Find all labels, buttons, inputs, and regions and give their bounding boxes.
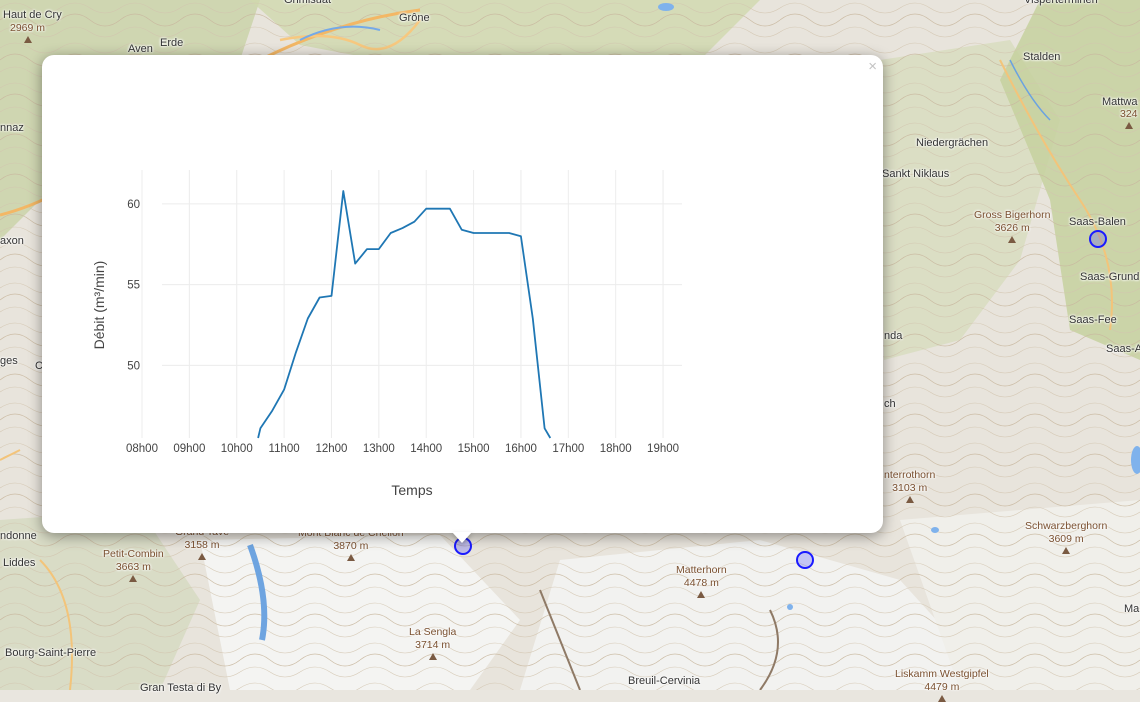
place-label-aven: Aven [128,43,153,55]
peak-triangle-icon [905,496,914,503]
place-label-charrat: ges [0,355,18,367]
peak-triangle-icon [1062,547,1071,554]
place-label-charrat2: C [35,360,43,372]
x-tick-label: 16h00 [505,443,537,455]
place-label-saas-almagell: Saas-A [1106,343,1140,355]
x-tick-label: 09h00 [173,443,205,455]
peak-triangle-icon [1124,122,1133,129]
peak-triangle-icon [428,653,437,660]
x-tick-label: 17h00 [552,443,584,455]
place-label-breuil-cervinia: Breuil-Cervinia [628,675,701,687]
place-label-randa: nda [884,330,903,342]
peak-label-schwarzberghorn: Schwarzberghorn 3609 m [1025,520,1107,554]
place-label-grone: Grône [399,12,430,24]
place-label-saas-balen: Saas-Balen [1069,216,1126,228]
peak-triangle-icon [937,695,946,702]
place-label-haut-de-cry: Haut de Cry [3,9,62,21]
peak-elevation: 3714 m [415,639,451,651]
x-tick-label: 10h00 [221,443,253,455]
peak-label-haut-de-cry-peak: 2969 m [10,22,45,43]
place-label-saxon: axon [0,235,24,247]
place-label-saas-fee: Saas-Fee [1069,314,1117,326]
peak-label-mattwa-peak: 324 [1120,108,1138,129]
place-label-bourg-saint-pierre: Bourg-Saint-Pierre [5,647,97,659]
x-axis-title: Temps [391,482,432,498]
peak-name: 324 [1120,108,1138,120]
x-tick-label: 12h00 [315,443,347,455]
marker-zermatt[interactable] [796,551,814,569]
peak-elevation: 3870 m [333,540,369,552]
peak-elevation: 3609 m [1048,533,1084,545]
peak-triangle-icon [23,36,32,43]
x-tick-label: 14h00 [410,443,442,455]
peak-name: Matterhorn [676,564,727,576]
peak-name: nterrothorn [884,469,936,481]
peak-name: Gross Bigerhorn [974,209,1051,221]
place-label-macugnaga: Ma [1124,603,1140,615]
x-tick-label: 15h00 [458,443,490,455]
y-tick-label: 55 [127,280,140,292]
peak-label-gross-bigerhorn: Gross Bigerhorn 3626 m [974,209,1050,243]
peak-elevation: 3663 m [115,561,151,573]
y-axis-title: Débit (m³/min) [91,261,107,350]
place-label-erde: Erde [160,37,184,49]
x-tick-label: 13h00 [363,443,395,455]
place-label-grimisuat: Grimisuat [284,0,332,6]
series-line [257,190,552,439]
place-label-saas-grund: Saas-Grund [1080,271,1140,283]
chart-popup: × 50 55 60 08h00 09h00 10h00 11h00 12h00 13h00 1… [42,55,883,533]
peak-label-unterrothorn: nterrothorn 3103 m [884,469,935,503]
y-tick-label: 60 [127,199,140,211]
peak-elevation: 4479 m [924,681,960,693]
place-label-ardon: nnaz [0,122,24,134]
place-label-visperterminen: Visperterminen [1024,0,1098,6]
peak-label-liskamm: Liskamm Westgipfel 4479 m [895,668,989,702]
place-label-mattwa: Mattwa [1102,96,1138,108]
peak-label-matterhorn: Matterhorn 4478 m [676,564,727,598]
place-label-grand-tete: Gran Testa di By [140,682,222,694]
place-label-orsieres: ndonne [0,530,37,542]
y-tick-label: 50 [127,360,140,372]
peak-name: Petit-Combin [103,548,164,560]
peak-elevation: 3158 m [184,539,220,551]
peak-name: Liskamm Westgipfel [895,668,989,680]
close-icon[interactable]: × [868,58,877,75]
peak-triangle-icon [1008,236,1017,243]
peak-triangle-icon [346,554,355,561]
x-tick-label: 11h00 [269,443,300,455]
peak-triangle-icon [697,591,706,598]
place-label-liddes: Liddes [3,557,36,569]
place-label-stalden: Stalden [1023,51,1061,63]
peak-label-la-sengla: La Sengla 3714 m [409,626,456,660]
marker-saas-balen[interactable] [1089,230,1107,248]
x-tick-label: 18h00 [600,443,632,455]
peak-label-petit-combin: Petit-Combin 3663 m [103,548,164,582]
peak-elevation: 3626 m [994,222,1030,234]
popup-tip [452,532,472,543]
flow-chart: 50 55 60 08h00 09h00 10h00 11h00 12h00 13h00 14h… [91,170,682,498]
place-label-sankt-niklaus: Sankt Niklaus [882,168,950,180]
peak-triangle-icon [198,553,207,560]
place-label-niedergrachen: Niedergrächen [916,137,989,149]
peak-name: 2969 m [10,22,46,34]
place-label-tasch: ch [884,398,896,410]
peak-name: Schwarzberghorn [1025,520,1108,532]
peak-elevation: 3103 m [892,482,928,494]
x-tick-label: 08h00 [126,443,158,455]
peak-triangle-icon [129,575,138,582]
peak-elevation: 4478 m [683,577,719,589]
peak-name: La Sengla [409,626,457,638]
x-tick-label: 19h00 [647,443,679,455]
